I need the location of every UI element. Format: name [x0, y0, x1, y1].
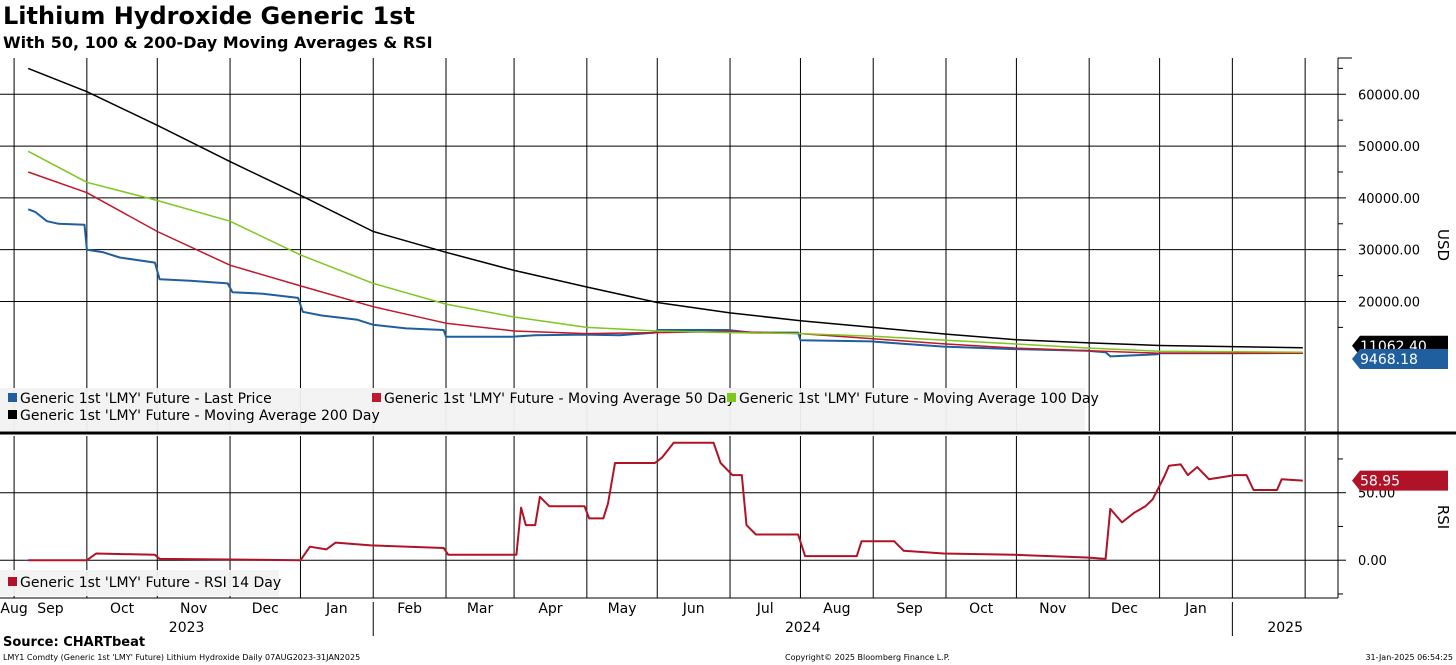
- last-price-line: [27, 208, 1303, 358]
- price-tick-label: 30000.00: [1358, 244, 1420, 259]
- month-label: Mar: [467, 601, 494, 617]
- source-note: Source: CHARTbeat: [3, 635, 146, 650]
- price-tick-label: 40000.00: [1358, 192, 1420, 207]
- month-label: Oct: [969, 601, 994, 617]
- last-price-last-value-bg: [1352, 349, 1448, 370]
- month-label: Sep: [37, 601, 64, 617]
- month-label: Nov: [1039, 601, 1066, 617]
- legend-entry: Generic 1st 'LMY' Future - Moving Averag…: [384, 391, 735, 407]
- axes: 20000.00 30000.00 40000.00 50000.00 60000.00…: [0, 57, 1456, 636]
- month-label: Sep: [896, 601, 923, 617]
- month-label: Dec: [1111, 601, 1138, 617]
- footer-description: LMY1 Comdty (Generic 1st 'LMY' Future) L…: [3, 653, 361, 662]
- price-tick-label: 20000.00: [1358, 295, 1420, 310]
- year-label: 2023: [169, 620, 205, 636]
- year-label: 2024: [785, 620, 821, 636]
- rsi-last-value-bg: [1352, 470, 1448, 491]
- month-label: Dec: [252, 601, 279, 617]
- ma200-line: [27, 67, 1303, 349]
- rsi-last-value-text: 58.95: [1360, 474, 1400, 490]
- month-label: Jan: [1184, 601, 1207, 617]
- month-label: Aug: [0, 601, 27, 617]
- legend-entry: Generic 1st 'LMY' Future - Moving Averag…: [739, 391, 1099, 407]
- month-label: Jan: [325, 601, 348, 617]
- rsi-legend-box: [0, 570, 279, 596]
- footer-copyright: Copyright© 2025 Bloomberg Finance L.P.: [785, 653, 950, 662]
- legend-swatch: [8, 393, 17, 402]
- month-label: Apr: [538, 601, 562, 617]
- month-label: May: [608, 601, 637, 617]
- chart-subtitle: With 50, 100 & 200-Day Moving Averages &…: [3, 33, 433, 52]
- year-label: 2025: [1267, 620, 1303, 636]
- footer-timestamp: 31-Jan-2025 06:54:25: [1365, 653, 1453, 662]
- rsi-axis-title: RSI: [1434, 505, 1452, 529]
- month-label: Nov: [180, 601, 207, 617]
- legend-swatch: [8, 577, 17, 586]
- gridlines: [0, 58, 1338, 598]
- price-axis-title: USD: [1434, 229, 1452, 261]
- month-label: Oct: [110, 601, 135, 617]
- legend-swatch: [8, 410, 17, 419]
- month-label: Jul: [756, 601, 774, 617]
- price-series-group: [27, 67, 1303, 358]
- legend-entry: Generic 1st 'LMY' Future - Moving Averag…: [20, 408, 380, 424]
- last-price-last-value-text: 9468.18: [1360, 352, 1418, 368]
- ma100-line: [27, 150, 1303, 354]
- price-legend-box: [0, 388, 1085, 431]
- rsi-tick-label: 0.00: [1358, 554, 1387, 569]
- rsi-line: [28, 441, 1303, 562]
- chart-title: Lithium Hydroxide Generic 1st: [3, 2, 415, 30]
- legend: Generic 1st 'LMY' Future - Last Price Gen…: [0, 388, 1099, 596]
- ma50-line: [27, 171, 1303, 355]
- legend-swatch: [727, 393, 736, 402]
- month-label: Feb: [397, 601, 422, 617]
- price-tick-label: 60000.00: [1358, 88, 1420, 103]
- legend-entry: Generic 1st 'LMY' Future - Last Price: [20, 391, 272, 407]
- legend-swatch: [372, 393, 381, 402]
- price-tick-label: 50000.00: [1358, 140, 1420, 155]
- rsi-series-group: [28, 441, 1303, 562]
- month-label: Jun: [682, 601, 705, 617]
- legend-entry: Generic 1st 'LMY' Future - RSI 14 Day: [20, 575, 281, 591]
- month-label: Aug: [823, 601, 850, 617]
